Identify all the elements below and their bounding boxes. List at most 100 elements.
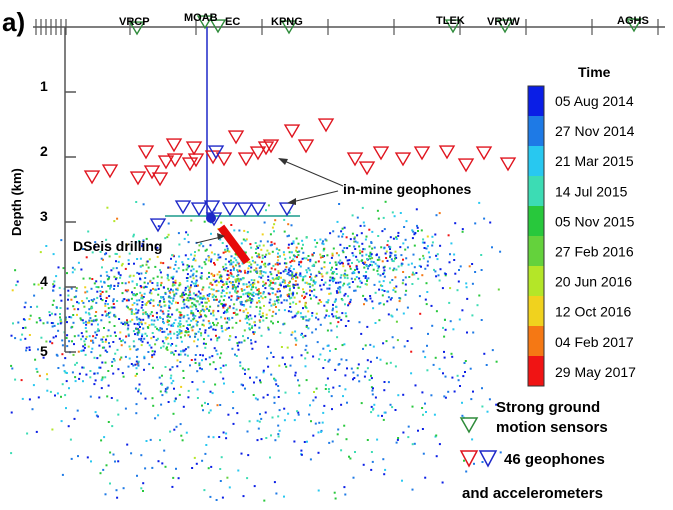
seismic-event	[141, 340, 144, 343]
seismic-event	[337, 291, 340, 294]
seismic-event	[337, 281, 340, 284]
seismic-event	[307, 319, 310, 322]
seismic-event	[225, 245, 228, 248]
seismic-event	[425, 303, 428, 306]
seismic-event	[332, 315, 335, 318]
seismic-event	[399, 246, 402, 249]
seismic-event	[90, 339, 92, 342]
seismic-event	[142, 490, 144, 492]
seismic-event	[142, 296, 145, 298]
seismic-event	[207, 467, 210, 470]
seismic-event	[287, 310, 290, 313]
seismic-event	[104, 376, 107, 379]
seismic-event	[162, 286, 165, 289]
seismic-event	[317, 489, 320, 492]
seismic-event	[250, 298, 253, 301]
seismic-event	[107, 370, 110, 372]
seismic-event	[167, 287, 170, 290]
seismic-event	[332, 272, 335, 275]
seismic-event	[152, 304, 155, 307]
seismic-event	[191, 297, 194, 300]
depth-tick-4: 4	[40, 273, 48, 289]
surface-geophone	[438, 145, 456, 160]
seismic-event	[231, 347, 234, 350]
seismic-event	[285, 262, 288, 265]
depth-tick-2: 2	[40, 143, 48, 159]
seismic-event	[374, 291, 377, 294]
seismic-event	[182, 269, 185, 272]
seismic-event	[207, 320, 210, 323]
seismic-event	[306, 440, 308, 443]
seismic-event	[480, 269, 483, 271]
seismic-event	[201, 305, 204, 308]
seismic-event	[195, 332, 198, 335]
colorbar-swatch	[528, 236, 544, 266]
seismic-event	[279, 331, 282, 334]
seismic-event	[55, 275, 58, 278]
seismic-event	[356, 285, 359, 288]
seismic-event	[231, 287, 234, 290]
seismic-event	[391, 211, 394, 214]
seismic-event	[351, 214, 354, 217]
seismic-event	[97, 328, 100, 331]
seismic-event	[302, 291, 305, 294]
seismic-event	[191, 305, 194, 308]
seismic-event	[353, 289, 356, 292]
seismic-event	[179, 353, 182, 356]
seismic-event	[80, 338, 83, 341]
seismic-event	[54, 394, 56, 397]
seismic-event	[422, 254, 425, 257]
seismic-event	[220, 286, 223, 289]
seismic-event	[100, 319, 103, 322]
seismic-event	[120, 340, 123, 343]
seismic-event	[177, 477, 180, 480]
seismic-event	[370, 451, 373, 453]
seismic-event	[466, 297, 469, 300]
seismic-event	[322, 411, 325, 414]
seismic-event	[189, 335, 191, 338]
seismic-event	[425, 282, 428, 285]
seismic-event	[443, 395, 446, 398]
seismic-event	[321, 242, 324, 245]
seismic-event	[350, 367, 353, 370]
seismic-event	[457, 280, 460, 283]
seismic-event	[310, 273, 312, 276]
seismic-event	[465, 286, 468, 289]
seismic-event	[126, 243, 128, 246]
seismic-event	[119, 274, 122, 277]
seismic-event	[381, 285, 384, 287]
seismic-event	[352, 476, 355, 479]
seismic-event	[389, 361, 392, 364]
seismic-event	[187, 258, 190, 260]
seismic-event	[195, 308, 198, 311]
seismic-event	[99, 366, 102, 369]
seismic-event	[264, 265, 267, 268]
seismic-event	[131, 318, 134, 321]
seismic-event	[132, 330, 135, 333]
seismic-event	[176, 334, 179, 337]
seismic-event	[187, 389, 190, 392]
seismic-event	[52, 336, 55, 339]
surface-geophone	[187, 153, 205, 168]
seismic-event	[117, 460, 120, 463]
surface-geophone	[475, 146, 493, 161]
seismic-event	[414, 384, 417, 387]
seismic-event	[247, 368, 250, 371]
seismic-event	[128, 252, 131, 255]
seismic-event	[127, 289, 130, 292]
seismic-event	[380, 246, 383, 249]
seismic-event	[439, 244, 442, 247]
seismic-event	[346, 274, 349, 277]
seismic-event	[204, 452, 207, 455]
seismic-event	[250, 266, 253, 269]
seismic-event	[350, 277, 353, 280]
seismic-event	[252, 333, 255, 335]
seismic-event	[298, 384, 301, 387]
seismic-event	[234, 253, 237, 255]
seismic-event	[173, 428, 176, 431]
seismic-event	[263, 304, 265, 307]
seismic-event	[390, 258, 393, 261]
seismic-event	[114, 315, 117, 318]
seismic-event	[236, 313, 239, 316]
seismic-event	[413, 442, 416, 445]
